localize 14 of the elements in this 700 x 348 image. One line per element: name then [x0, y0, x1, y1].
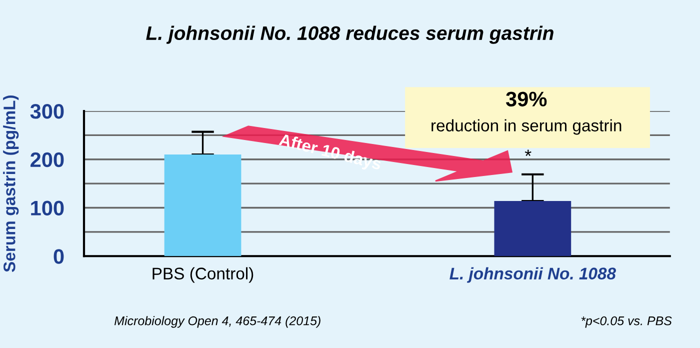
annotation: reduction in serum gastrin	[432, 119, 622, 135]
y-tick-label: 200	[30, 152, 64, 168]
y-tick-label: 100	[31, 200, 64, 216]
annotation: After 10 days	[278, 132, 382, 174]
chart-title: L. johnsonii No. 1088 reduces serum gastrin	[146, 26, 554, 44]
annotation: *	[524, 150, 532, 156]
y-tick-label: 0	[54, 249, 64, 264]
text: 39%	[506, 92, 547, 106]
x-tick-label: PBS (Control)	[152, 267, 254, 283]
x-tick-label: L. johnsonii No. 1088	[450, 267, 616, 283]
y-tick-label: 300	[30, 104, 64, 119]
text: *p<0.05 vs. PBS	[581, 316, 672, 328]
text: Microbiology Open 4, 465-474 (2015)	[114, 316, 320, 328]
y-axis-title: Serum gastrin (pg/mL)	[3, 96, 19, 272]
